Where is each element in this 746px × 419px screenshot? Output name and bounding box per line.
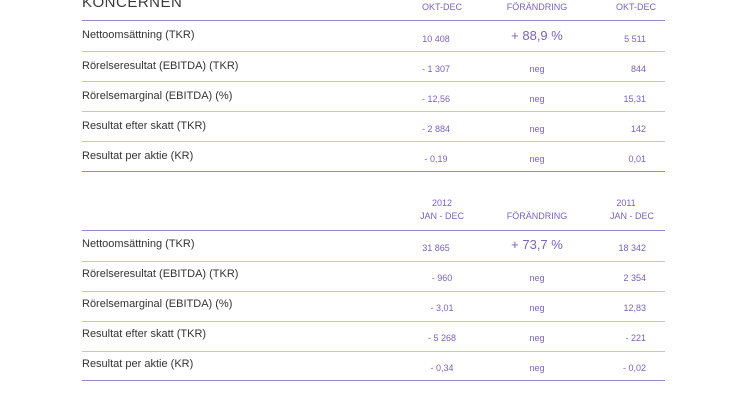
value-previous: - 221 [625, 333, 646, 343]
value-previous: 12,83 [623, 303, 646, 313]
row-label: Resultat efter skatt (TKR) [82, 328, 207, 340]
row-divider [82, 51, 665, 52]
column-header-previous-year: 2011 [616, 198, 636, 208]
row-label: Rörelsemarginal (EBITDA) (%) [82, 90, 233, 102]
value-current: 10 408 [422, 34, 450, 44]
column-header-current-period: JAN - DEC [419, 211, 464, 221]
row-label: Rörelseresultat (EBITDA) (TKR) [82, 268, 239, 280]
value-current: - 12,56 [421, 94, 451, 104]
row-label: Resultat per aktie (KR) [82, 358, 194, 370]
row-divider [82, 291, 665, 292]
column-header-change: FÖRÄNDRING [506, 2, 568, 12]
value-previous: 844 [630, 64, 646, 74]
value-current: - 0,34 [430, 363, 454, 373]
row-divider [82, 351, 665, 352]
column-header-previous-period: JAN - DEC [609, 211, 654, 221]
section-title: KONCERNEN [82, 0, 183, 11]
value-change: neg [529, 124, 545, 134]
value-change: + 88,9 % [511, 28, 563, 43]
value-current: - 5 268 [427, 333, 457, 343]
section-bottom-divider [82, 171, 665, 172]
header-divider [82, 20, 665, 21]
row-label: Rörelseresultat (EBITDA) (TKR) [82, 60, 239, 72]
value-change: + 73,7 % [511, 237, 563, 252]
value-previous: 5 511 [624, 34, 646, 44]
row-divider [82, 261, 665, 262]
row-divider [82, 111, 665, 112]
value-current: - 0,19 [424, 154, 448, 164]
value-change: neg [529, 273, 545, 283]
value-change: neg [529, 363, 545, 373]
column-header-current-year: 2012 [431, 198, 453, 208]
row-label: Resultat efter skatt (TKR) [82, 120, 207, 132]
row-label: Nettoomsättning (TKR) [82, 29, 195, 41]
value-previous: 142 [630, 124, 646, 134]
value-change: neg [529, 333, 545, 343]
value-current: - 1 307 [421, 64, 451, 74]
value-current: - 2 884 [421, 124, 451, 134]
value-change: neg [529, 303, 545, 313]
header-divider [82, 230, 665, 231]
value-current: - 960 [431, 273, 453, 283]
row-divider [82, 81, 665, 82]
column-header-change: FÖRÄNDRING [506, 211, 568, 221]
value-change: neg [529, 64, 545, 74]
value-previous: 0,01 [628, 154, 646, 164]
value-previous: 2 354 [623, 273, 646, 283]
value-previous: 15,31 [623, 94, 646, 104]
value-change: neg [529, 94, 545, 104]
row-label: Rörelsemarginal (EBITDA) (%) [82, 298, 233, 310]
row-label: Nettoomsättning (TKR) [82, 238, 195, 250]
column-header-current-period: OKT-DEC [421, 2, 462, 12]
value-change: neg [529, 154, 545, 164]
row-divider [82, 321, 665, 322]
section-bottom-divider [82, 380, 665, 381]
value-previous: - 0,02 [622, 363, 646, 373]
row-label: Resultat per aktie (KR) [82, 150, 194, 162]
value-current: - 3,01 [430, 303, 454, 313]
value-current: 31 865 [422, 243, 450, 253]
value-previous: 18 342 [618, 243, 646, 253]
row-divider [82, 141, 665, 142]
column-header-previous-period: OKT-DEC [615, 2, 656, 12]
